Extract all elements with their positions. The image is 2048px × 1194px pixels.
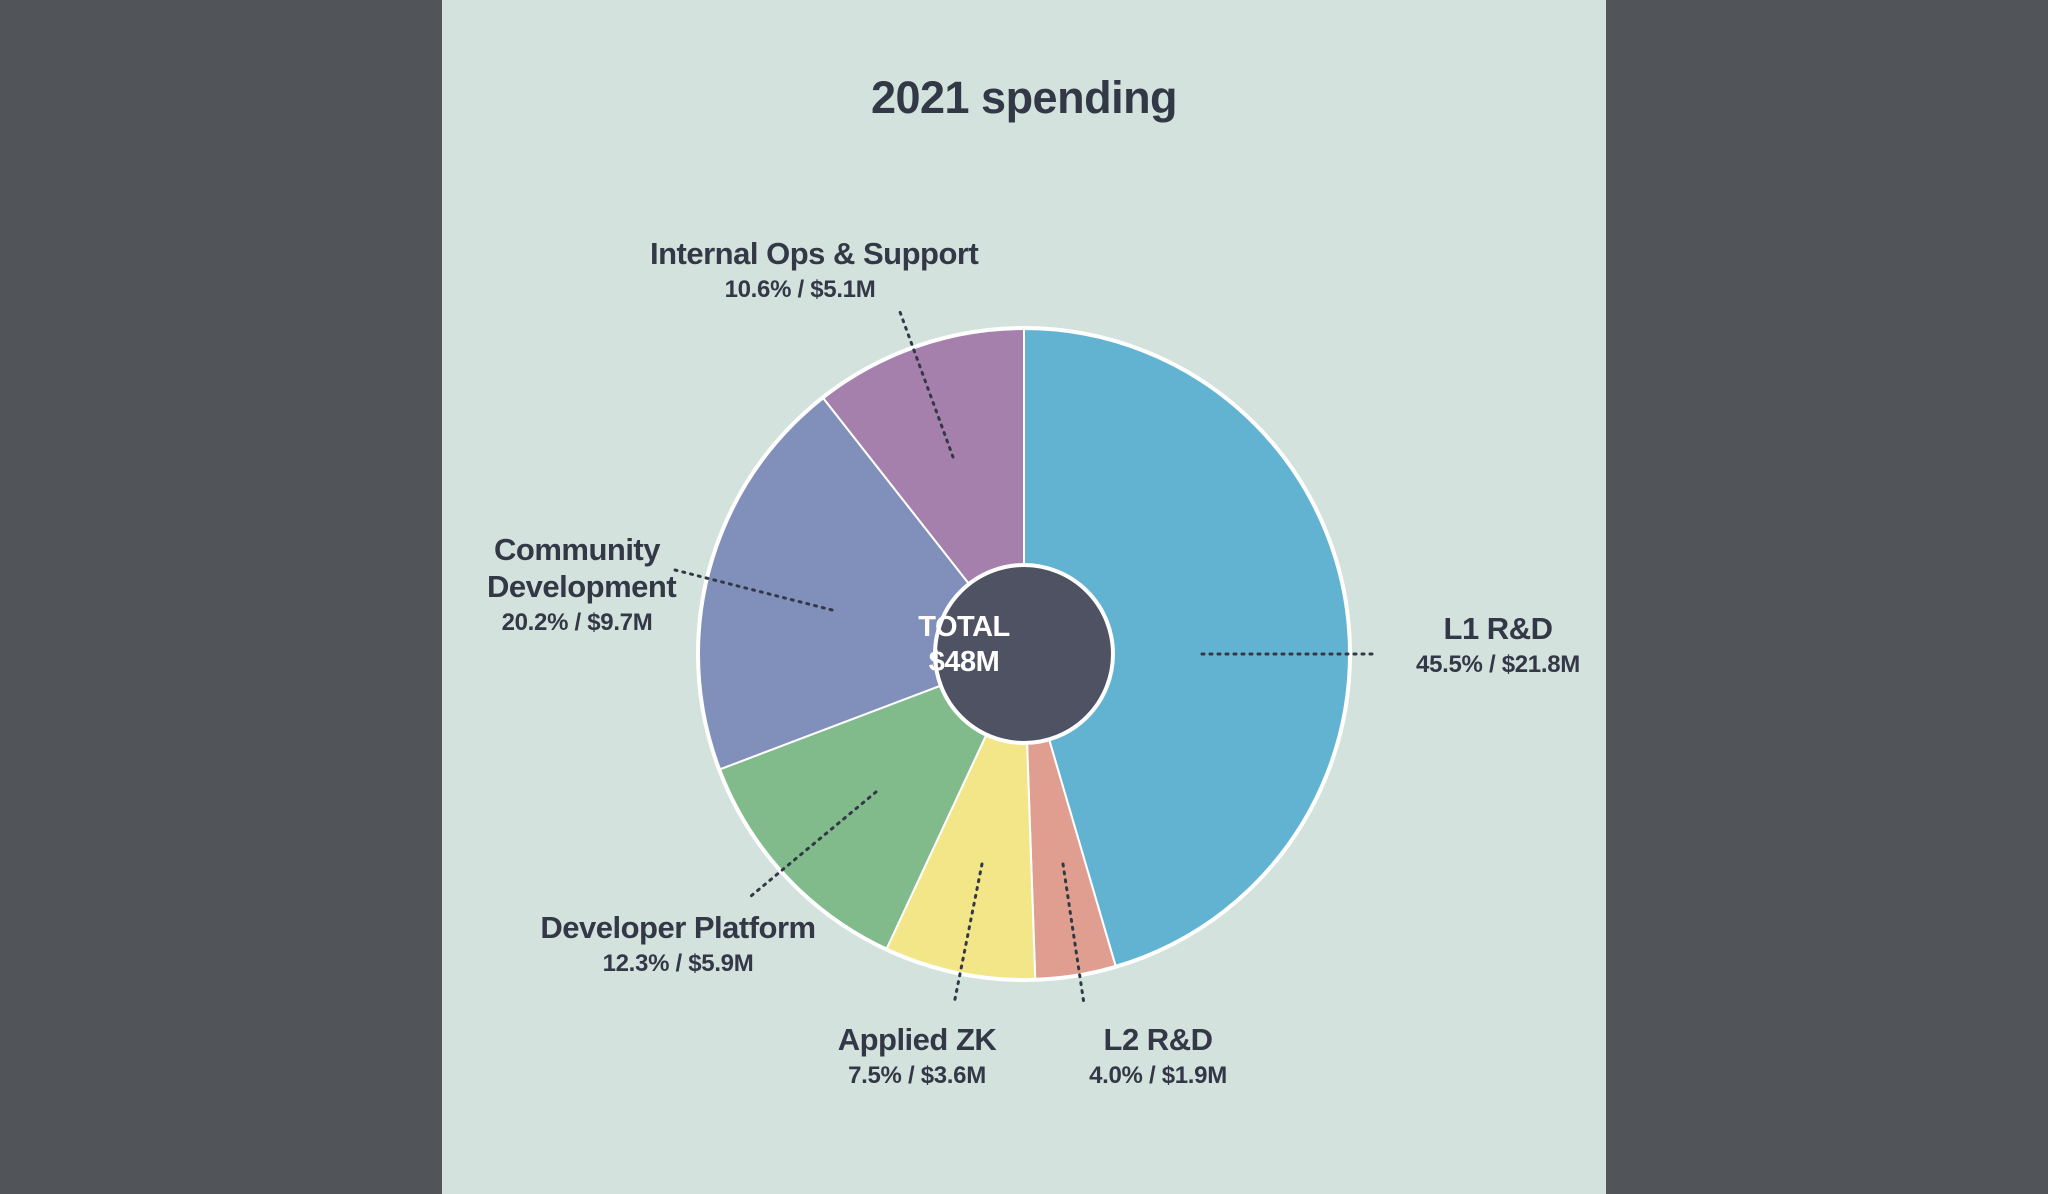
chart-title: 2021 spending — [870, 72, 1178, 123]
slice-label-developer-platform: Developer Platform 12.3% / $5.9M — [538, 909, 818, 979]
center-label-line1: TOTAL — [918, 611, 1010, 643]
slice-name: Applied ZK — [837, 1022, 997, 1057]
slice-label-internal-ops: Internal Ops & Support 10.6% / $5.1M — [650, 235, 979, 305]
leader-line-internal-ops-support — [898, 310, 955, 459]
leader-line-community-development — [673, 568, 834, 612]
slice-value: 4.0% / $1.9M — [1089, 1062, 1227, 1090]
center-hole — [933, 563, 1115, 745]
leader-lines-layer — [673, 310, 1379, 1006]
slice-label-l2-rd: L2 R&D 4.0% / $1.9M — [1058, 1021, 1258, 1091]
slice-name: Internal Ops & Support — [650, 236, 979, 271]
slice-value: 10.6% / $5.1M — [724, 276, 876, 304]
pie-chart — [673, 310, 1379, 1006]
slice-value: 45.5% / $21.8M — [1416, 651, 1580, 679]
pie-outer-ring — [696, 326, 1352, 982]
slice-label-applied-zk: Applied ZK 7.5% / $3.6M — [822, 1021, 1012, 1091]
center-total-label: TOTAL $48M — [884, 610, 1044, 680]
center-label-line2: $48M — [928, 645, 1000, 678]
slice-value: 20.2% / $9.7M — [501, 609, 653, 637]
slice-label-l1-rd: L1 R&D 45.5% / $21.8M — [1388, 610, 1608, 680]
leader-line-developer-platform — [749, 790, 878, 898]
slice-name: L2 R&D — [1103, 1022, 1213, 1057]
leader-line-applied-zk — [952, 862, 984, 1006]
chart-page: 2021 spending TOTAL $48M L1 R&D 45.5% / … — [442, 0, 1606, 1194]
slice-name: Developer Platform — [540, 910, 816, 945]
leader-line-l2-r-d — [1061, 862, 1086, 1006]
slice-value: 12.3% / $5.9M — [602, 950, 754, 978]
slice-value: 7.5% / $3.6M — [848, 1062, 986, 1090]
slice-name: Community Development — [487, 532, 677, 605]
slice-name: L1 R&D — [1443, 611, 1553, 646]
slice-label-community-development: Community Development 20.2% / $9.7M — [487, 531, 677, 638]
